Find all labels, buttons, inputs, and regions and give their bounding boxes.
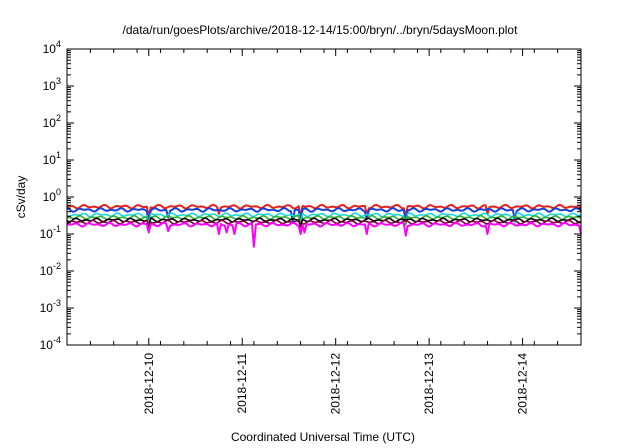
series-line (66, 207, 582, 224)
x-tick-label: 2018-12-10 (142, 353, 156, 415)
x-axis: 2018-12-10 2018-12-11 2018-12-12 2018-12-13… (66, 49, 582, 415)
x-tick-label: 2018-12-14 (516, 353, 530, 415)
x-tick-label: 2018-12-13 (422, 353, 436, 415)
y-tick-label: 102 (43, 113, 61, 130)
y-tick-label: 10-3 (40, 298, 61, 315)
y-tick-label: 10-2 (40, 261, 61, 278)
plot-frame (66, 48, 582, 346)
y-axis: 104 103 102 101 100 10-1 10-2 10-3 10-4 (40, 39, 581, 352)
series-layer (66, 203, 582, 248)
y-tick-label: 103 (43, 76, 61, 93)
y-axis-label: cSv/day (14, 176, 28, 219)
y-tick-label: 10-1 (40, 224, 61, 241)
series-line (66, 212, 582, 226)
x-tick-label: 2018-12-11 (235, 353, 249, 414)
series-line (66, 221, 582, 248)
y-tick-label: 100 (43, 187, 61, 204)
series-line (66, 203, 582, 218)
y-tick-label: 101 (43, 150, 61, 167)
x-tick-label: 2018-12-12 (329, 353, 343, 415)
x-axis-label: Coordinated Universal Time (UTC) (231, 430, 415, 444)
chart-title: /data/run/goesPlots/archive/2018-12-14/1… (123, 23, 519, 37)
series-line (66, 217, 582, 229)
y-tick-label: 10-4 (40, 335, 61, 352)
y-tick-label: 104 (43, 39, 61, 56)
